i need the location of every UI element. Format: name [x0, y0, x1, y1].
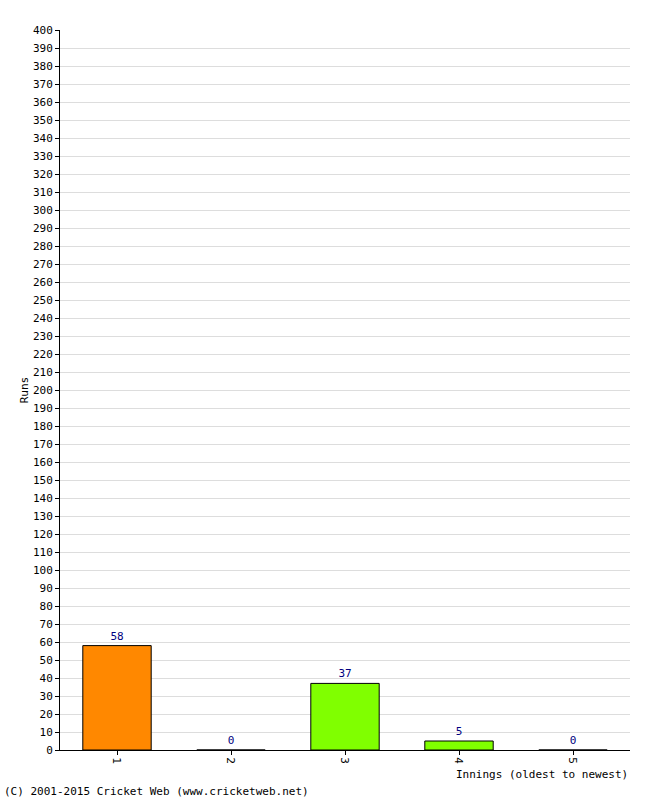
svg-text:37: 37 — [338, 667, 351, 680]
svg-text:390: 390 — [33, 42, 53, 55]
svg-text:Innings (oldest to newest): Innings (oldest to newest) — [456, 768, 628, 781]
svg-text:400: 400 — [33, 24, 53, 37]
svg-text:340: 340 — [33, 132, 53, 145]
svg-text:2: 2 — [224, 757, 237, 764]
svg-text:1: 1 — [110, 757, 123, 764]
svg-text:120: 120 — [33, 528, 53, 541]
svg-text:80: 80 — [40, 600, 53, 613]
svg-text:350: 350 — [33, 114, 53, 127]
svg-text:360: 360 — [33, 96, 53, 109]
svg-text:200: 200 — [33, 384, 53, 397]
svg-text:160: 160 — [33, 456, 53, 469]
svg-text:270: 270 — [33, 258, 53, 271]
svg-text:300: 300 — [33, 204, 53, 217]
svg-text:40: 40 — [40, 672, 53, 685]
svg-text:310: 310 — [33, 186, 53, 199]
svg-text:30: 30 — [40, 690, 53, 703]
svg-text:210: 210 — [33, 366, 53, 379]
svg-text:10: 10 — [40, 726, 53, 739]
svg-text:110: 110 — [33, 546, 53, 559]
svg-text:140: 140 — [33, 492, 53, 505]
svg-text:100: 100 — [33, 564, 53, 577]
svg-text:5: 5 — [566, 757, 579, 764]
svg-text:290: 290 — [33, 222, 53, 235]
svg-text:0: 0 — [570, 734, 577, 747]
svg-text:330: 330 — [33, 150, 53, 163]
svg-text:20: 20 — [40, 708, 53, 721]
svg-text:50: 50 — [40, 654, 53, 667]
svg-text:130: 130 — [33, 510, 53, 523]
svg-text:0: 0 — [46, 744, 53, 757]
svg-text:260: 260 — [33, 276, 53, 289]
svg-text:0: 0 — [228, 734, 235, 747]
svg-text:240: 240 — [33, 312, 53, 325]
svg-text:(C) 2001-2015 Cricket Web (www: (C) 2001-2015 Cricket Web (www.cricketwe… — [4, 785, 309, 798]
svg-text:4: 4 — [452, 757, 465, 764]
svg-text:3: 3 — [338, 757, 351, 764]
svg-text:5: 5 — [456, 725, 463, 738]
svg-text:170: 170 — [33, 438, 53, 451]
svg-text:380: 380 — [33, 60, 53, 73]
svg-text:70: 70 — [40, 618, 53, 631]
svg-text:320: 320 — [33, 168, 53, 181]
svg-text:220: 220 — [33, 348, 53, 361]
svg-text:250: 250 — [33, 294, 53, 307]
svg-text:230: 230 — [33, 330, 53, 343]
svg-text:60: 60 — [40, 636, 53, 649]
svg-text:58: 58 — [110, 630, 123, 643]
svg-text:180: 180 — [33, 420, 53, 433]
svg-text:150: 150 — [33, 474, 53, 487]
svg-text:190: 190 — [33, 402, 53, 415]
svg-text:90: 90 — [40, 582, 53, 595]
svg-text:280: 280 — [33, 240, 53, 253]
svg-text:370: 370 — [33, 78, 53, 91]
svg-text:Runs: Runs — [18, 377, 31, 404]
